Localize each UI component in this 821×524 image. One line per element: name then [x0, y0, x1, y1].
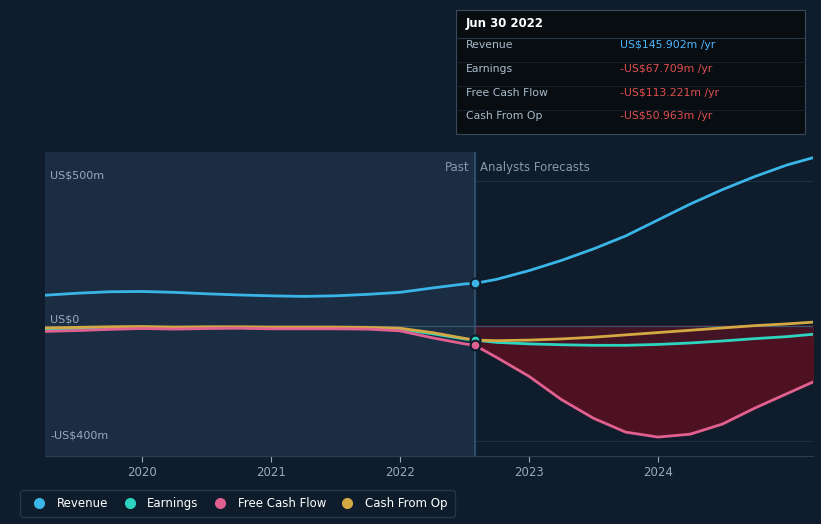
- Text: Revenue: Revenue: [466, 40, 513, 50]
- Text: -US$50.963m /yr: -US$50.963m /yr: [620, 111, 712, 121]
- Text: US$0: US$0: [50, 314, 80, 324]
- Bar: [45, 152, 475, 456]
- Text: Analysts Forecasts: Analysts Forecasts: [480, 161, 589, 173]
- Legend: Revenue, Earnings, Free Cash Flow, Cash From Op: Revenue, Earnings, Free Cash Flow, Cash …: [21, 489, 455, 517]
- Text: -US$400m: -US$400m: [50, 430, 108, 440]
- Text: Free Cash Flow: Free Cash Flow: [466, 88, 548, 97]
- Text: Jun 30 2022: Jun 30 2022: [466, 17, 544, 30]
- Text: -US$113.221m /yr: -US$113.221m /yr: [620, 88, 719, 97]
- Text: Cash From Op: Cash From Op: [466, 111, 542, 121]
- Text: Earnings: Earnings: [466, 64, 512, 74]
- Text: Past: Past: [445, 161, 470, 173]
- Text: -US$67.709m /yr: -US$67.709m /yr: [620, 64, 712, 74]
- Text: US$500m: US$500m: [50, 171, 104, 181]
- Text: US$145.902m /yr: US$145.902m /yr: [620, 40, 715, 50]
